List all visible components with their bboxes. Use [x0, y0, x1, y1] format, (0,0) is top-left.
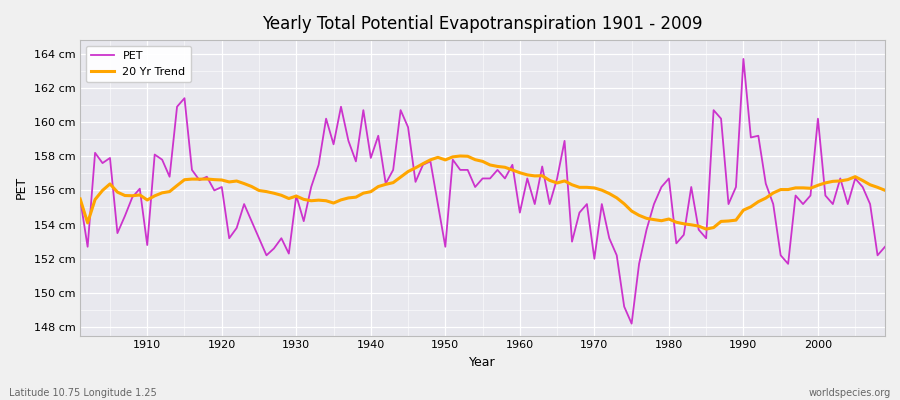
- Legend: PET, 20 Yr Trend: PET, 20 Yr Trend: [86, 46, 191, 82]
- 20 Yr Trend: [454, 154, 465, 158]
- PET: [879, 244, 890, 249]
- X-axis label: Year: Year: [469, 356, 496, 369]
- PET: [604, 236, 615, 241]
- PET: [507, 162, 517, 167]
- PET: [515, 210, 526, 215]
- Text: worldspecies.org: worldspecies.org: [809, 388, 891, 398]
- Title: Yearly Total Potential Evapotranspiration 1901 - 2009: Yearly Total Potential Evapotranspiratio…: [262, 15, 703, 33]
- PET: [738, 56, 749, 61]
- 20 Yr Trend: [134, 192, 145, 197]
- Y-axis label: PET: PET: [15, 176, 28, 200]
- 20 Yr Trend: [298, 197, 309, 202]
- 20 Yr Trend: [879, 188, 890, 193]
- PET: [75, 196, 86, 201]
- PET: [343, 138, 354, 143]
- PET: [626, 321, 637, 326]
- 20 Yr Trend: [343, 196, 354, 200]
- PET: [134, 186, 145, 191]
- 20 Yr Trend: [522, 172, 533, 177]
- PET: [298, 219, 309, 224]
- Line: 20 Yr Trend: 20 Yr Trend: [80, 156, 885, 229]
- 20 Yr Trend: [611, 196, 622, 200]
- 20 Yr Trend: [75, 196, 86, 201]
- 20 Yr Trend: [515, 170, 526, 175]
- Text: Latitude 10.75 Longitude 1.25: Latitude 10.75 Longitude 1.25: [9, 388, 157, 398]
- Line: PET: PET: [80, 59, 885, 324]
- 20 Yr Trend: [701, 227, 712, 232]
